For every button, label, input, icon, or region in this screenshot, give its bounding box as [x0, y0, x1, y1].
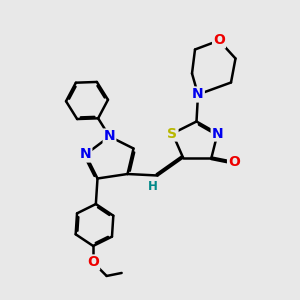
Text: H: H — [148, 179, 158, 193]
Text: O: O — [213, 34, 225, 47]
Text: N: N — [192, 88, 204, 101]
Text: N: N — [104, 130, 115, 143]
Text: O: O — [87, 256, 99, 269]
Text: O: O — [228, 155, 240, 169]
Text: N: N — [212, 127, 223, 140]
Text: N: N — [80, 148, 91, 161]
Text: S: S — [167, 127, 178, 140]
